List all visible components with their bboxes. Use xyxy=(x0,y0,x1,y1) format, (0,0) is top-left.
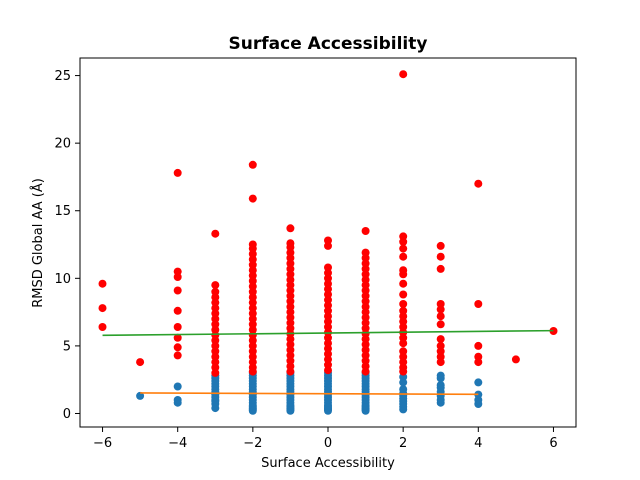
scatter-series-2 xyxy=(98,70,558,377)
scatter-point xyxy=(211,229,220,238)
scatter-point xyxy=(211,281,220,290)
y-tick-label: 0 xyxy=(63,407,71,422)
scatter-point xyxy=(474,378,483,387)
scatter-point xyxy=(399,300,408,308)
scatter-point xyxy=(399,270,408,279)
y-tick-label: 10 xyxy=(54,272,71,287)
y-tick-label: 25 xyxy=(54,69,71,84)
y-axis-label: RMSD Global AA (Å) xyxy=(30,178,46,308)
y-axis: 0 5 10 15 20 25 xyxy=(54,69,80,422)
x-tick-label: −6 xyxy=(93,436,112,451)
plot-area xyxy=(79,57,577,428)
scatter-point xyxy=(136,391,145,400)
marks-layer xyxy=(98,70,558,415)
scatter-point xyxy=(98,304,107,313)
scatter-point xyxy=(399,290,408,299)
x-axis: −6 −4 −2 0 2 4 6 xyxy=(93,427,558,451)
scatter-point xyxy=(286,224,295,233)
scatter-point xyxy=(173,333,182,342)
scatter-point xyxy=(173,343,182,352)
scatter-point xyxy=(173,168,182,177)
x-tick-label: 0 xyxy=(324,436,332,451)
scatter-point xyxy=(511,355,520,364)
scatter-point xyxy=(98,279,107,288)
scatter-point xyxy=(136,358,145,367)
x-tick-label: 6 xyxy=(549,436,557,451)
scatter-point xyxy=(286,367,295,376)
scatter-series-1 xyxy=(136,368,483,415)
scatter-point xyxy=(248,194,257,203)
scatter-point xyxy=(399,279,408,288)
scatter-point xyxy=(399,70,408,79)
x-tick-label: −4 xyxy=(168,436,187,451)
scatter-point xyxy=(248,367,257,376)
x-tick-label: −2 xyxy=(243,436,262,451)
scatter-point xyxy=(173,286,182,295)
scatter-point xyxy=(173,396,182,404)
scatter-point xyxy=(399,244,408,253)
scatter-point xyxy=(436,320,445,329)
scatter-point xyxy=(361,367,370,376)
scatter-point xyxy=(361,340,370,349)
scatter-point xyxy=(399,252,408,261)
scatter-point xyxy=(248,298,257,307)
scatter-point xyxy=(173,323,182,331)
scatter-point xyxy=(324,295,332,304)
scatter-point xyxy=(436,252,445,261)
scatter-point xyxy=(286,254,295,262)
scatter-point xyxy=(173,306,182,315)
x-tick-label: 2 xyxy=(399,436,407,451)
scatter-point xyxy=(436,264,445,273)
scatter-point xyxy=(324,241,332,250)
scatter-point xyxy=(436,312,445,321)
scatter-point xyxy=(399,237,408,246)
scatter-point xyxy=(98,323,107,331)
x-tick-label: 4 xyxy=(474,436,482,451)
fit-line-1 xyxy=(140,392,479,396)
y-tick-label: 15 xyxy=(54,204,71,219)
scatter-point xyxy=(436,335,445,344)
scatter-point xyxy=(211,368,220,377)
scatter-point xyxy=(474,358,483,367)
scatter-point xyxy=(399,385,408,394)
scatter-point xyxy=(436,241,445,250)
fit-line-2 xyxy=(102,329,554,337)
scatter-point xyxy=(436,358,445,367)
x-axis-label: Surface Accessibility xyxy=(261,456,395,471)
y-tick-label: 20 xyxy=(54,137,71,152)
scatter-point xyxy=(474,341,483,350)
scatter-point xyxy=(324,366,332,375)
scatter-point xyxy=(286,340,295,349)
scatter-point xyxy=(399,339,408,348)
scatter-point xyxy=(361,254,370,262)
scatter-point xyxy=(248,160,257,169)
scatter-point xyxy=(173,273,182,281)
scatter-point xyxy=(474,300,483,308)
scatter-point xyxy=(173,382,182,391)
scatter-point xyxy=(173,351,182,360)
scatter-point xyxy=(436,371,445,380)
scatter-point xyxy=(436,305,445,314)
scatter-point xyxy=(211,298,220,307)
scatter-point xyxy=(436,381,445,390)
scatter-point xyxy=(474,179,483,188)
scatter-point xyxy=(399,367,408,376)
y-tick-label: 5 xyxy=(63,339,71,354)
scatter-point xyxy=(549,327,558,335)
chart-title: Surface Accessibility xyxy=(229,34,428,54)
scatter-point xyxy=(361,227,370,235)
